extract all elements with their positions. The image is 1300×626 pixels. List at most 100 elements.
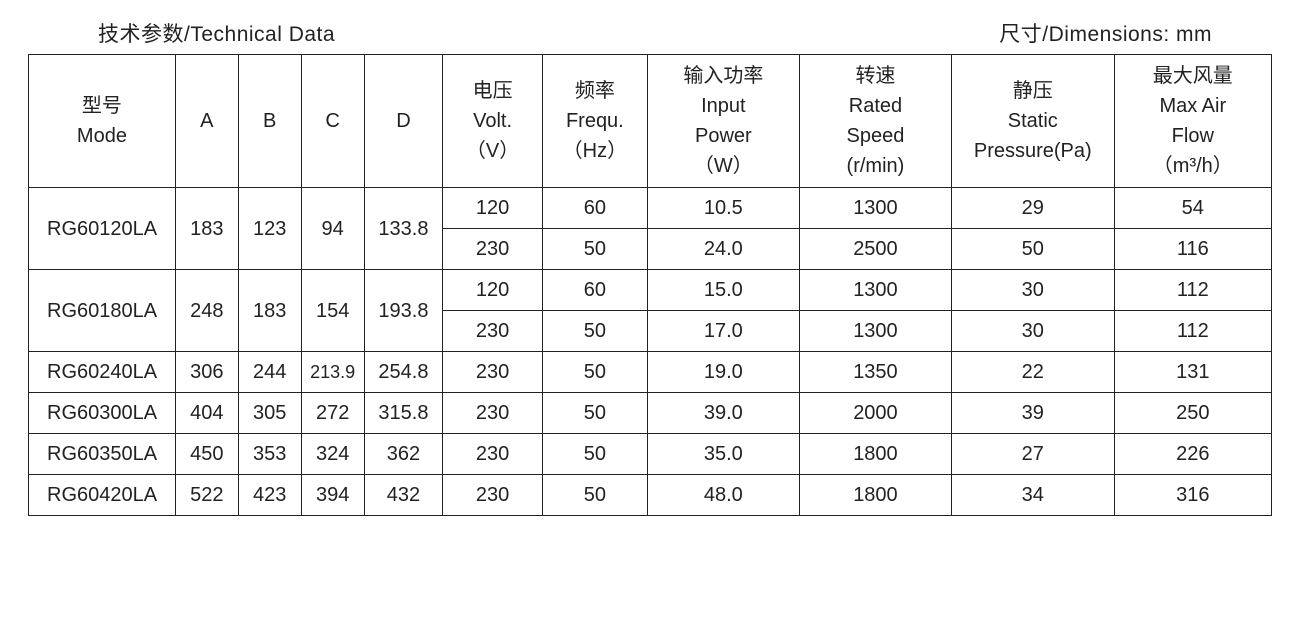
freq-cell: 50 (542, 311, 647, 352)
dim-a-cell: 522 (175, 475, 238, 516)
hdr-flow: 最大风量 Max Air Flow （m³/h） (1114, 55, 1271, 188)
spd-cell: 1300 (799, 311, 951, 352)
dim-d-cell: 362 (364, 434, 443, 475)
freq-cell: 60 (542, 188, 647, 229)
flow-cell: 316 (1114, 475, 1271, 516)
mode-cell: RG60300LA (29, 393, 176, 434)
dim-c-cell: 394 (301, 475, 364, 516)
spd-cell: 1300 (799, 188, 951, 229)
hdr-freq-cn: 频率 (545, 76, 645, 106)
spd-cell: 1300 (799, 270, 951, 311)
pow-cell: 35.0 (647, 434, 799, 475)
dim-b-cell: 305 (238, 393, 301, 434)
hdr-mode-cn: 型号 (31, 91, 173, 121)
mode-cell: RG60120LA (29, 188, 176, 270)
dim-c-cell: 94 (301, 188, 364, 270)
dim-b-cell: 244 (238, 352, 301, 393)
pres-cell: 29 (951, 188, 1114, 229)
hdr-flow-en1: Max Air (1117, 91, 1269, 121)
freq-cell: 50 (542, 352, 647, 393)
flow-cell: 54 (1114, 188, 1271, 229)
hdr-volt-cn: 电压 (445, 76, 540, 106)
freq-cell: 50 (542, 229, 647, 270)
mode-cell: RG60350LA (29, 434, 176, 475)
flow-cell: 112 (1114, 311, 1271, 352)
dim-a-cell: 450 (175, 434, 238, 475)
hdr-spd-unit: (r/min) (802, 151, 949, 181)
freq-cell: 50 (542, 393, 647, 434)
pres-cell: 30 (951, 311, 1114, 352)
dim-c-cell: 154 (301, 270, 364, 352)
pow-cell: 15.0 (647, 270, 799, 311)
pres-cell: 34 (951, 475, 1114, 516)
hdr-c: C (301, 55, 364, 188)
dim-d-cell: 133.8 (364, 188, 443, 270)
spd-cell: 1800 (799, 475, 951, 516)
hdr-volt: 电压 Volt. （V） (443, 55, 543, 188)
pres-cell: 22 (951, 352, 1114, 393)
title-right: 尺寸/Dimensions: mm (999, 18, 1212, 48)
pres-cell: 39 (951, 393, 1114, 434)
volt-cell: 230 (443, 475, 543, 516)
hdr-freq: 频率 Frequ. （Hz） (542, 55, 647, 188)
pow-cell: 39.0 (647, 393, 799, 434)
table-row: RG60420LA5224233944322305048.0180034316 (29, 475, 1272, 516)
spec-table: 型号 Mode A B C D 电压 Volt. （V） 频率 Frequ. （… (28, 54, 1272, 516)
dim-b-cell: 353 (238, 434, 301, 475)
pow-cell: 10.5 (647, 188, 799, 229)
dim-b-cell: 183 (238, 270, 301, 352)
page: 技术参数/Technical Data 尺寸/Dimensions: mm 型号… (0, 0, 1300, 626)
hdr-volt-en: Volt. (445, 106, 540, 136)
volt-cell: 230 (443, 229, 543, 270)
hdr-pow-unit: （W） (650, 151, 797, 181)
hdr-b: B (238, 55, 301, 188)
dim-d-cell: 315.8 (364, 393, 443, 434)
dim-a-cell: 306 (175, 352, 238, 393)
volt-cell: 120 (443, 270, 543, 311)
hdr-spd-en2: Speed (802, 121, 949, 151)
dim-d-cell: 432 (364, 475, 443, 516)
spd-cell: 2000 (799, 393, 951, 434)
volt-cell: 230 (443, 434, 543, 475)
hdr-pres-cn: 静压 (954, 76, 1112, 106)
hdr-pow-cn: 输入功率 (650, 61, 797, 91)
pow-cell: 19.0 (647, 352, 799, 393)
hdr-freq-en: Frequ. (545, 106, 645, 136)
dim-c-cell: 324 (301, 434, 364, 475)
title-left: 技术参数/Technical Data (98, 18, 335, 48)
spd-cell: 1350 (799, 352, 951, 393)
dim-c-cell: 272 (301, 393, 364, 434)
table-row: RG60180LA248183154193.81206015.013003011… (29, 270, 1272, 311)
hdr-freq-unit: （Hz） (545, 136, 645, 166)
freq-cell: 60 (542, 270, 647, 311)
mode-cell: RG60180LA (29, 270, 176, 352)
table-row: RG60240LA306244213.9254.82305019.0135022… (29, 352, 1272, 393)
table-body: RG60120LA18312394133.81206010.5130029542… (29, 188, 1272, 516)
hdr-spd-en1: Rated (802, 91, 949, 121)
hdr-mode-en: Mode (31, 121, 173, 151)
flow-cell: 250 (1114, 393, 1271, 434)
volt-cell: 230 (443, 352, 543, 393)
hdr-spd: 转速 Rated Speed (r/min) (799, 55, 951, 188)
flow-cell: 226 (1114, 434, 1271, 475)
table-row: RG60300LA404305272315.82305039.020003925… (29, 393, 1272, 434)
flow-cell: 131 (1114, 352, 1271, 393)
pow-cell: 17.0 (647, 311, 799, 352)
pres-cell: 50 (951, 229, 1114, 270)
hdr-d: D (364, 55, 443, 188)
freq-cell: 50 (542, 475, 647, 516)
volt-cell: 120 (443, 188, 543, 229)
spd-cell: 1800 (799, 434, 951, 475)
freq-cell: 50 (542, 434, 647, 475)
volt-cell: 230 (443, 311, 543, 352)
flow-cell: 116 (1114, 229, 1271, 270)
table-row: RG60350LA4503533243622305035.0180027226 (29, 434, 1272, 475)
dim-d-cell: 254.8 (364, 352, 443, 393)
dim-d-cell: 193.8 (364, 270, 443, 352)
mode-cell: RG60420LA (29, 475, 176, 516)
pow-cell: 24.0 (647, 229, 799, 270)
hdr-flow-en2: Flow (1117, 121, 1269, 151)
dim-b-cell: 123 (238, 188, 301, 270)
hdr-pow-en2: Power (650, 121, 797, 151)
pow-cell: 48.0 (647, 475, 799, 516)
